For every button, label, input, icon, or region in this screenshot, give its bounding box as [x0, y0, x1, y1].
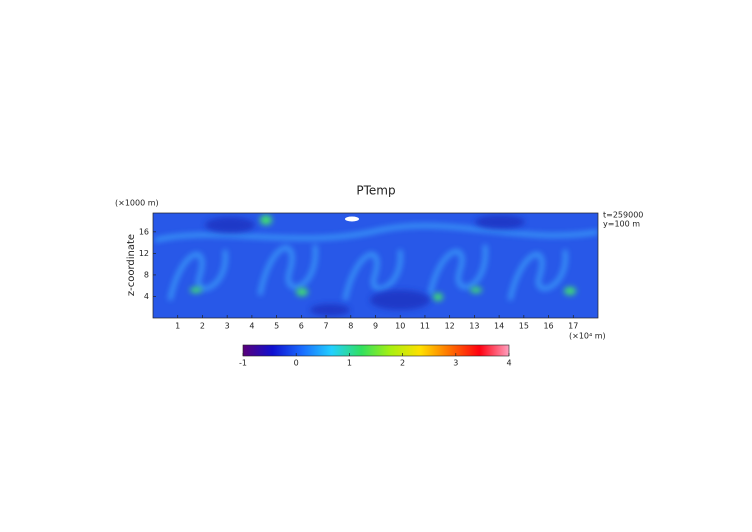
x-tick-label: 10	[395, 322, 405, 331]
x-tick-label: 7	[324, 322, 329, 331]
x-tick-label: 16	[543, 322, 553, 331]
x-tick-label: 4	[249, 322, 254, 331]
x-tick-label: 14	[494, 322, 504, 331]
y-axis-label: z-coordinate	[126, 234, 137, 296]
x-tick-label: 3	[225, 322, 230, 331]
colorbar-tick-label: 4	[506, 359, 511, 368]
x-tick-label: 13	[469, 322, 479, 331]
annotation: y=100 m	[603, 220, 640, 229]
x-tick-label: 9	[373, 322, 378, 331]
y-tick-label: 8	[144, 270, 149, 279]
colorbar	[242, 344, 510, 357]
colorbar-tick-label: -1	[239, 359, 247, 368]
x-unit: (×10⁴ m)	[569, 332, 606, 341]
annotation: t=259000	[603, 211, 643, 220]
field	[153, 213, 598, 318]
colorbar-tick-label: 0	[294, 359, 299, 368]
colorbar-tick-label: 1	[347, 359, 352, 368]
y-tick-label: 4	[144, 292, 149, 301]
x-tick-label: 6	[299, 322, 304, 331]
colorbar-tick-label: 3	[453, 359, 458, 368]
colorbar-tick-label: 2	[400, 359, 405, 368]
y-unit: (×1000 m)	[115, 199, 159, 208]
x-tick-label: 11	[420, 322, 430, 331]
x-tick-label: 8	[348, 322, 353, 331]
x-tick-label: 5	[274, 322, 279, 331]
chart-title: PTemp	[356, 184, 395, 198]
x-tick-label: 17	[568, 322, 578, 331]
x-tick-label: 15	[519, 322, 529, 331]
y-tick-label: 16	[139, 227, 149, 236]
x-tick-label: 1	[175, 322, 180, 331]
y-tick-label: 12	[139, 249, 149, 258]
x-tick-label: 12	[445, 322, 455, 331]
x-tick-label: 2	[200, 322, 205, 331]
